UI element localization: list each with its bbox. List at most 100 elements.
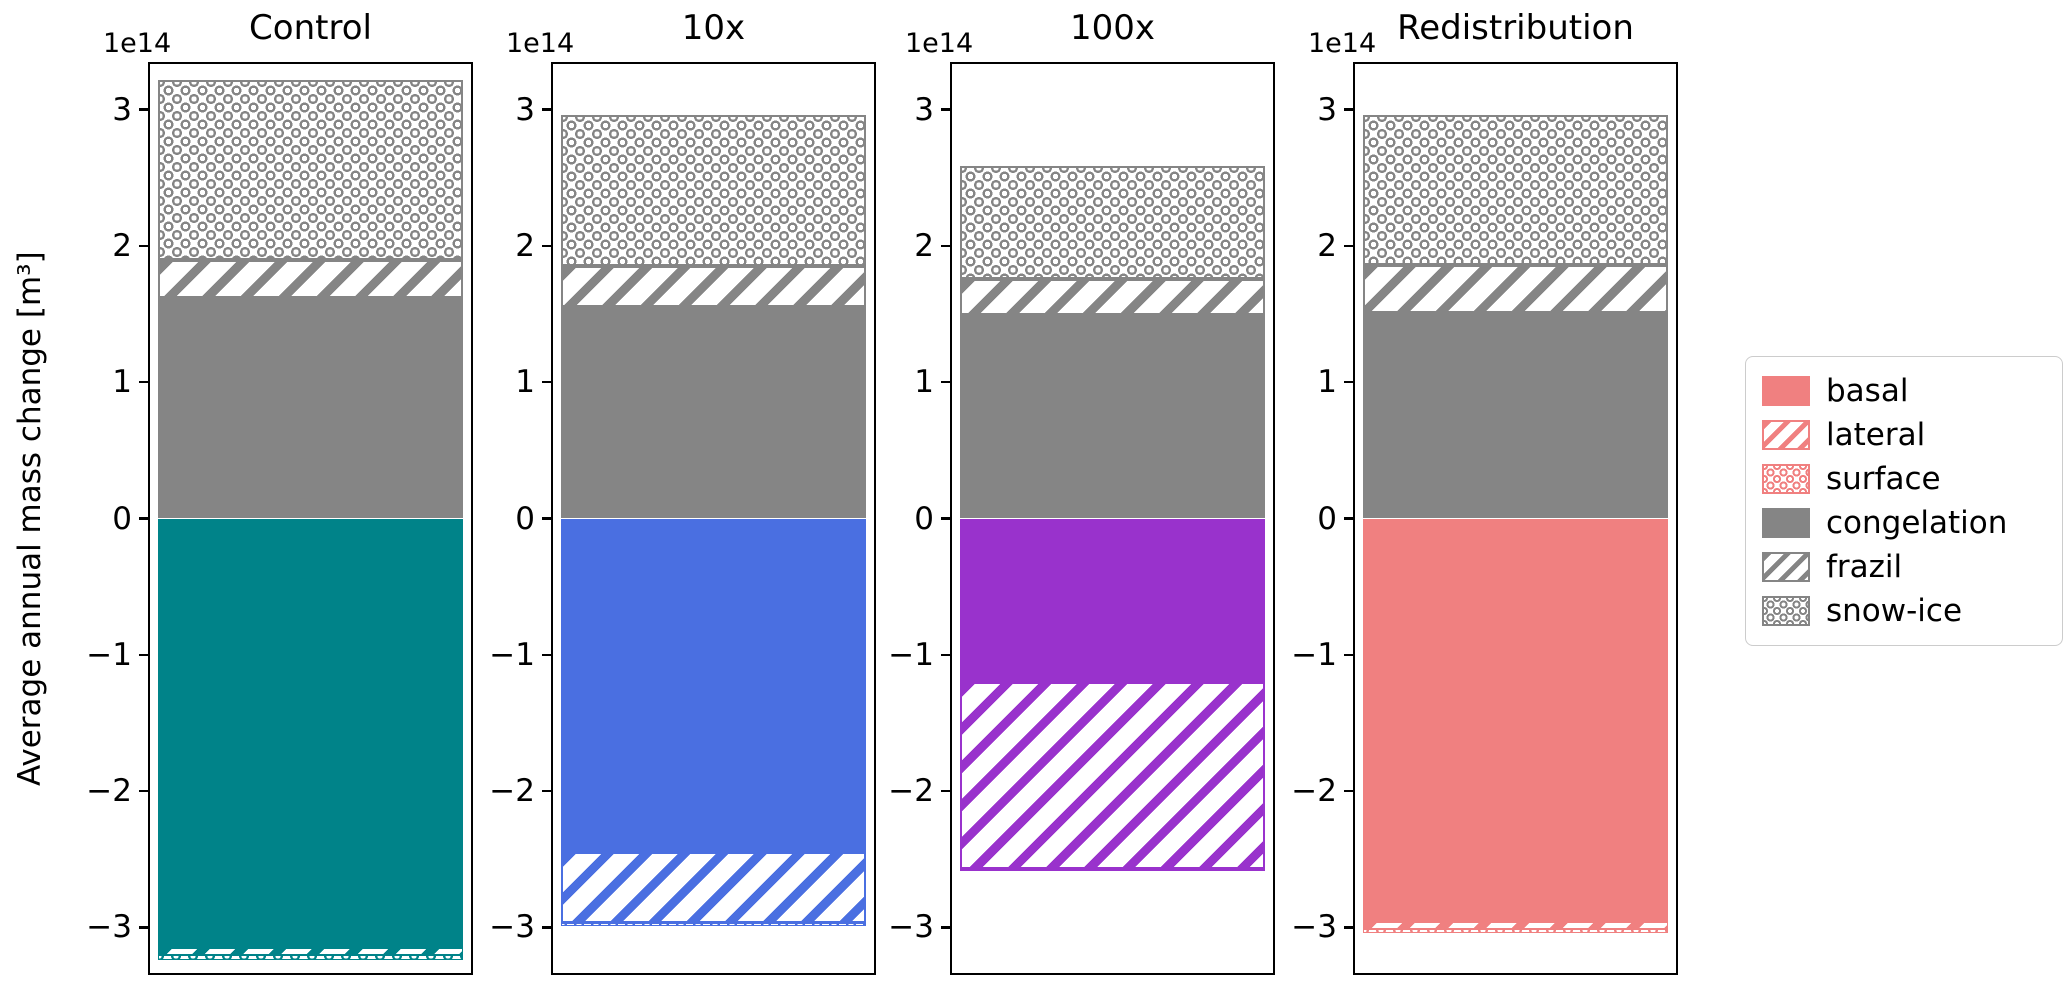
y-tick-label: −3	[1291, 909, 1337, 946]
bar-segment-frazil	[1363, 265, 1668, 313]
axis-offset-label: 1e14	[103, 28, 172, 59]
y-tick	[139, 653, 148, 657]
y-tick	[941, 108, 950, 111]
y-tick-label: −1	[888, 636, 934, 673]
legend-label: surface	[1826, 461, 1941, 497]
y-tick	[542, 926, 551, 929]
legend-item-frazil: frazil	[1762, 549, 2046, 585]
y-tick	[1344, 653, 1353, 657]
bar-segment-lateral	[561, 852, 866, 924]
y-tick	[542, 789, 551, 793]
y-tick	[941, 380, 950, 384]
y-tick-label: 2	[112, 227, 132, 264]
y-tick-label: 0	[112, 500, 132, 537]
y-tick-label: −1	[1291, 636, 1337, 673]
legend-swatch-lateral	[1762, 420, 1810, 450]
y-tick	[1344, 380, 1353, 384]
y-tick	[542, 653, 551, 657]
bar-segment-snow-ice	[1363, 115, 1668, 266]
bar-segment-basal	[158, 518, 463, 948]
y-tick-label: 2	[515, 227, 535, 264]
bar-segment-congelation	[960, 315, 1265, 519]
bar-segment-frazil	[158, 259, 463, 298]
legend-label: snow-ice	[1826, 593, 1963, 629]
y-tick-label: −3	[888, 909, 934, 946]
panel-title-control: Control	[249, 8, 372, 48]
y-tick-label: 0	[914, 500, 934, 537]
bar-segment-surface	[1363, 928, 1668, 933]
legend-swatch-basal	[1762, 376, 1810, 406]
legend-swatch-frazil	[1762, 552, 1810, 582]
bar-segment-snow-ice	[158, 79, 463, 260]
y-tick	[139, 789, 148, 793]
y-tick	[139, 517, 148, 520]
bar-segment-surface	[561, 923, 866, 926]
bar-segment-snow-ice	[960, 165, 1265, 279]
y-tick	[941, 926, 950, 929]
panel-title-redistribution: Redistribution	[1397, 8, 1634, 48]
y-tick	[139, 380, 148, 384]
bar-segment-lateral	[158, 947, 463, 955]
y-tick-label: −2	[888, 773, 934, 810]
y-tick	[1344, 517, 1353, 520]
bar-segment-frazil	[960, 278, 1265, 316]
bar-segment-surface	[960, 868, 1265, 872]
legend-label: basal	[1826, 373, 1909, 409]
y-tick-label: −3	[86, 909, 132, 946]
y-tick	[542, 108, 551, 111]
y-tick	[1344, 789, 1353, 793]
legend-swatch-surface	[1762, 464, 1810, 494]
y-tick	[542, 380, 551, 384]
legend-item-surface: surface	[1762, 461, 2046, 497]
legend-item-snow-ice: snow-ice	[1762, 593, 2046, 629]
panel-title-100x: 100x	[1069, 8, 1156, 48]
bar-segment-frazil	[561, 266, 866, 308]
y-tick-label: −2	[1291, 773, 1337, 810]
y-tick	[1344, 926, 1353, 929]
legend-item-lateral: lateral	[1762, 417, 2046, 453]
y-tick	[139, 244, 148, 248]
bar-segment-congelation	[561, 307, 866, 519]
bar-segment-surface	[158, 954, 463, 960]
y-tick	[139, 926, 148, 929]
y-tick-label: 2	[1317, 227, 1337, 264]
y-tick-label: 0	[515, 500, 535, 537]
y-tick-label: 3	[515, 91, 535, 128]
y-tick	[542, 517, 551, 520]
bar-segment-lateral	[960, 682, 1265, 869]
y-tick	[941, 789, 950, 793]
y-tick-label: 1	[1317, 364, 1337, 401]
bar-segment-snow-ice	[561, 115, 866, 267]
bar-segment-congelation	[1363, 312, 1668, 519]
y-tick	[941, 653, 950, 657]
axis-offset-label: 1e14	[506, 28, 575, 59]
legend-label: lateral	[1826, 417, 1926, 453]
y-tick	[941, 244, 950, 248]
bar-segment-congelation	[158, 297, 463, 519]
axes-10x	[551, 62, 876, 975]
axis-offset-label: 1e14	[1308, 28, 1377, 59]
axes-control	[148, 62, 473, 975]
y-tick-label: −1	[489, 636, 535, 673]
legend: basal lateral surface congelation frazil snow…	[1745, 356, 2063, 646]
y-tick-label: 0	[1317, 500, 1337, 537]
y-tick-label: 1	[112, 364, 132, 401]
y-tick	[542, 244, 551, 248]
y-axis-label: Average annual mass change [m³]	[12, 251, 48, 786]
legend-swatch-snow-ice	[1762, 596, 1810, 626]
bar-segment-basal	[561, 518, 866, 853]
y-tick	[1344, 108, 1353, 111]
y-tick-label: −3	[489, 909, 535, 946]
y-tick-label: 2	[914, 227, 934, 264]
legend-item-congelation: congelation	[1762, 505, 2046, 541]
y-tick-label: 1	[914, 364, 934, 401]
axes-100x	[950, 62, 1275, 975]
y-tick-label: −2	[489, 773, 535, 810]
axes-redistribution	[1353, 62, 1678, 975]
panel-title-10x: 10x	[681, 8, 746, 48]
legend-swatch-congelation	[1762, 508, 1810, 538]
y-tick-label: 3	[914, 91, 934, 128]
legend-label: frazil	[1826, 549, 1903, 585]
axis-offset-label: 1e14	[905, 28, 974, 59]
